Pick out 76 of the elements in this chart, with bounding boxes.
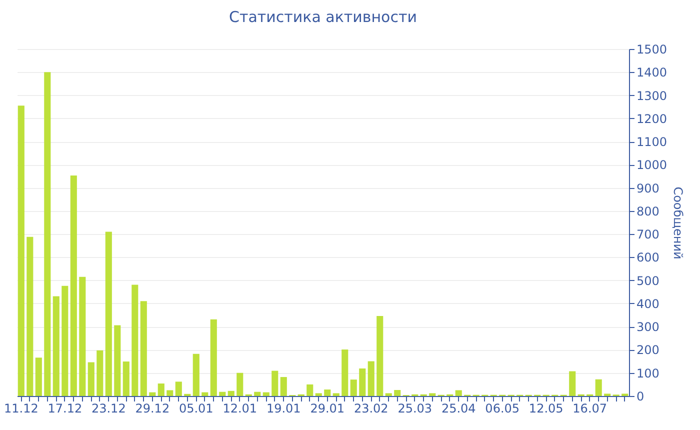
bar: [158, 384, 164, 396]
chart-title: Статистика активности: [229, 8, 417, 26]
bar: [306, 384, 314, 396]
bar: [175, 382, 182, 396]
x-tick-label: 16.07: [572, 402, 608, 416]
bar: [350, 380, 357, 396]
bar: [105, 232, 112, 396]
bar: [394, 390, 401, 396]
x-tick-label: 12.05: [528, 402, 564, 416]
x-tick-label: 11.12: [4, 402, 38, 416]
bar: [324, 390, 331, 396]
x-tick-label: 25.03: [398, 402, 432, 416]
bar: [595, 379, 602, 396]
y-tick-label: 400: [636, 296, 660, 311]
bar: [192, 354, 200, 396]
bar: [140, 301, 147, 396]
bar: [18, 106, 24, 396]
bar: [52, 296, 60, 396]
bar: [62, 286, 68, 396]
x-tick-label: 05.01: [178, 402, 214, 416]
y-tick-label: 500: [636, 274, 660, 288]
y-tick-label: 300: [636, 320, 660, 334]
x-tick-label: 29.12: [135, 402, 170, 416]
x-tick-label: 19.01: [266, 402, 301, 416]
bar: [219, 392, 226, 396]
bar: [210, 319, 217, 396]
bar: [368, 361, 374, 396]
bar: [342, 350, 348, 396]
y-tick-label: 100: [636, 366, 660, 380]
x-tick-label: 12.01: [222, 402, 258, 416]
y-tick-label: 0: [636, 390, 644, 404]
bar: [254, 392, 261, 396]
bar: [359, 368, 366, 396]
y-tick-label: 900: [636, 181, 660, 196]
y-axis-title: Сообщений: [671, 186, 686, 260]
x-tick-label: 23.02: [354, 402, 388, 416]
y-tick-label: 1200: [636, 112, 668, 126]
x-tick-label: 06.05: [485, 402, 520, 416]
y-tick-label: 1400: [636, 66, 668, 80]
bar: [79, 276, 86, 396]
bar: [429, 393, 436, 396]
bar: [228, 390, 234, 396]
bar: [44, 72, 51, 396]
x-tick-label: 23.12: [91, 402, 126, 416]
bar: [202, 392, 208, 396]
bar: [122, 362, 130, 396]
bar: [272, 370, 278, 396]
bar: [236, 372, 244, 396]
x-tick-label: 17.12: [48, 402, 82, 416]
bar: [385, 393, 392, 396]
x-tick-label: 29.01: [310, 402, 345, 416]
bar: [114, 325, 121, 396]
y-tick-label: 600: [636, 250, 660, 265]
y-tick-label: 800: [636, 204, 660, 218]
bar: [455, 390, 462, 396]
bar: [149, 392, 156, 396]
bar: [569, 371, 576, 396]
bar: [132, 284, 138, 396]
y-tick-label: 1300: [636, 88, 668, 103]
bar: [70, 176, 77, 396]
bar: [376, 316, 384, 396]
y-tick-label: 200: [636, 343, 660, 358]
bar: [332, 393, 340, 396]
y-tick-label: 1500: [636, 42, 668, 56]
bar: [26, 236, 34, 396]
y-tick-label: 1100: [636, 135, 668, 150]
x-tick-label: 25.04: [441, 402, 476, 416]
bar: [96, 350, 104, 396]
bar: [280, 377, 287, 396]
bar: [88, 362, 94, 396]
bar: [262, 392, 270, 396]
y-tick-label: 700: [636, 228, 660, 242]
bar: [315, 393, 322, 396]
bar: [35, 358, 42, 396]
bar: [166, 390, 174, 396]
y-tick-label: 1000: [636, 158, 668, 172]
